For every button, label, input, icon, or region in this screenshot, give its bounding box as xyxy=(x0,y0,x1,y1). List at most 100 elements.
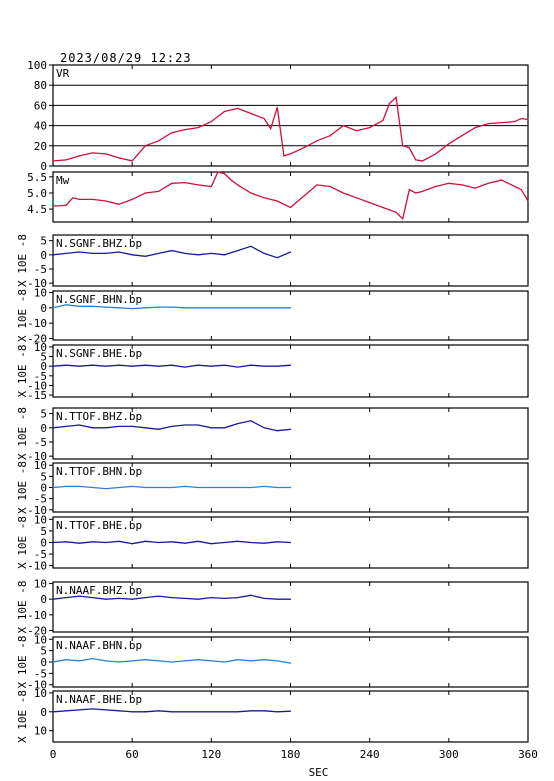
panel-9: 10 0 -10 -20 N.NAAF.BHZ.bp xyxy=(27,578,529,637)
data-point xyxy=(144,192,146,194)
data-point xyxy=(223,541,226,544)
data-point xyxy=(263,197,265,199)
panel-label: N.TTOF.BHZ.bp xyxy=(56,410,142,423)
y-tick-label: -5 xyxy=(34,493,47,506)
data-point xyxy=(263,659,265,661)
data-point xyxy=(369,127,371,129)
y-tick-label: -10 xyxy=(27,679,47,692)
data-point xyxy=(342,125,344,127)
data-point xyxy=(184,660,186,662)
data-point xyxy=(250,112,252,115)
y-tick-label: 0 xyxy=(40,160,47,173)
data-point xyxy=(171,486,173,489)
data-point xyxy=(250,307,252,309)
y-tick-label: 4.5 xyxy=(27,203,47,216)
data-point xyxy=(395,211,397,213)
data-point xyxy=(237,307,239,309)
data-point xyxy=(52,254,54,256)
y-unit-label: X 10E -8 xyxy=(16,516,29,569)
y-tick-label: -5 xyxy=(34,548,47,561)
data-point xyxy=(144,307,146,309)
y-tick-label: 40 xyxy=(34,120,47,133)
data-point xyxy=(144,364,146,366)
data-point xyxy=(197,659,199,661)
data-point xyxy=(118,710,120,712)
data-point xyxy=(52,307,54,309)
data-point xyxy=(223,364,226,366)
panel-label: N.NAAF.BHE.bp xyxy=(56,693,142,706)
data-point xyxy=(78,485,80,487)
data-point xyxy=(105,306,107,308)
data-point xyxy=(92,708,94,710)
data-point xyxy=(105,598,107,600)
data-point xyxy=(448,182,450,184)
data-point xyxy=(402,218,404,220)
panel-label: N.NAAF.BHN.bp xyxy=(56,639,142,652)
panel-11: 10 0 10 N.NAAF.BHE.bp xyxy=(34,687,529,743)
data-point xyxy=(382,206,384,209)
data-point xyxy=(289,662,292,664)
y-tick-label: -10 xyxy=(27,609,47,622)
data-point xyxy=(92,198,94,200)
data-point xyxy=(105,365,107,367)
data-point xyxy=(461,184,463,186)
data-point xyxy=(131,254,133,256)
data-point xyxy=(184,366,186,368)
data-point xyxy=(223,486,226,489)
y-tick-label: -5 xyxy=(34,436,47,449)
data-point xyxy=(316,140,318,142)
y-tick-label: 0 xyxy=(40,593,47,606)
data-point xyxy=(118,540,120,542)
y-tick-label: 0 xyxy=(40,482,47,495)
data-point xyxy=(105,200,107,202)
data-point xyxy=(223,307,226,309)
data-point xyxy=(105,709,107,711)
y-tick-label: 10 xyxy=(34,341,47,354)
data-point xyxy=(276,200,278,202)
data-point xyxy=(158,252,160,254)
data-point xyxy=(415,192,417,194)
y-tick-label: -20 xyxy=(27,624,47,637)
data-point xyxy=(65,485,67,487)
x-axis: 0 60 120 180 240 300 360 SEC xyxy=(50,748,538,779)
data-point xyxy=(210,486,212,489)
panel-frame xyxy=(52,171,529,223)
data-point xyxy=(210,543,212,545)
data-point xyxy=(197,127,199,129)
data-point xyxy=(197,540,199,542)
data-point xyxy=(263,117,265,120)
data-point xyxy=(223,427,226,429)
data-point xyxy=(276,541,278,543)
data-point xyxy=(435,185,437,188)
data-point xyxy=(250,594,252,596)
data-point xyxy=(118,251,120,253)
data-point xyxy=(289,710,292,712)
data-point xyxy=(263,365,265,367)
data-point xyxy=(78,251,80,253)
data-point xyxy=(171,306,173,308)
panel-label: N.SGNF.BHZ.bp xyxy=(56,237,142,250)
y-tick-label: 10 xyxy=(34,459,47,472)
data-point xyxy=(131,308,133,310)
panel-label: N.SGNF.BHE.bp xyxy=(56,347,142,360)
data-point xyxy=(263,307,265,309)
data-point xyxy=(78,198,80,200)
data-point xyxy=(78,660,80,662)
data-point xyxy=(250,192,252,194)
y-tick-label: 0 xyxy=(40,537,47,550)
data-point xyxy=(78,709,80,711)
data-point xyxy=(276,307,278,309)
data-point xyxy=(65,597,67,599)
data-point xyxy=(435,153,437,155)
data-point xyxy=(184,252,186,254)
data-point xyxy=(263,485,265,487)
data-point xyxy=(92,364,94,366)
data-point xyxy=(105,427,107,429)
data-point xyxy=(514,185,516,188)
y-tick-label: -20 xyxy=(27,332,47,345)
data-point xyxy=(210,307,212,309)
series-line-mw xyxy=(53,171,529,221)
data-point xyxy=(105,541,107,544)
data-point xyxy=(92,152,94,154)
